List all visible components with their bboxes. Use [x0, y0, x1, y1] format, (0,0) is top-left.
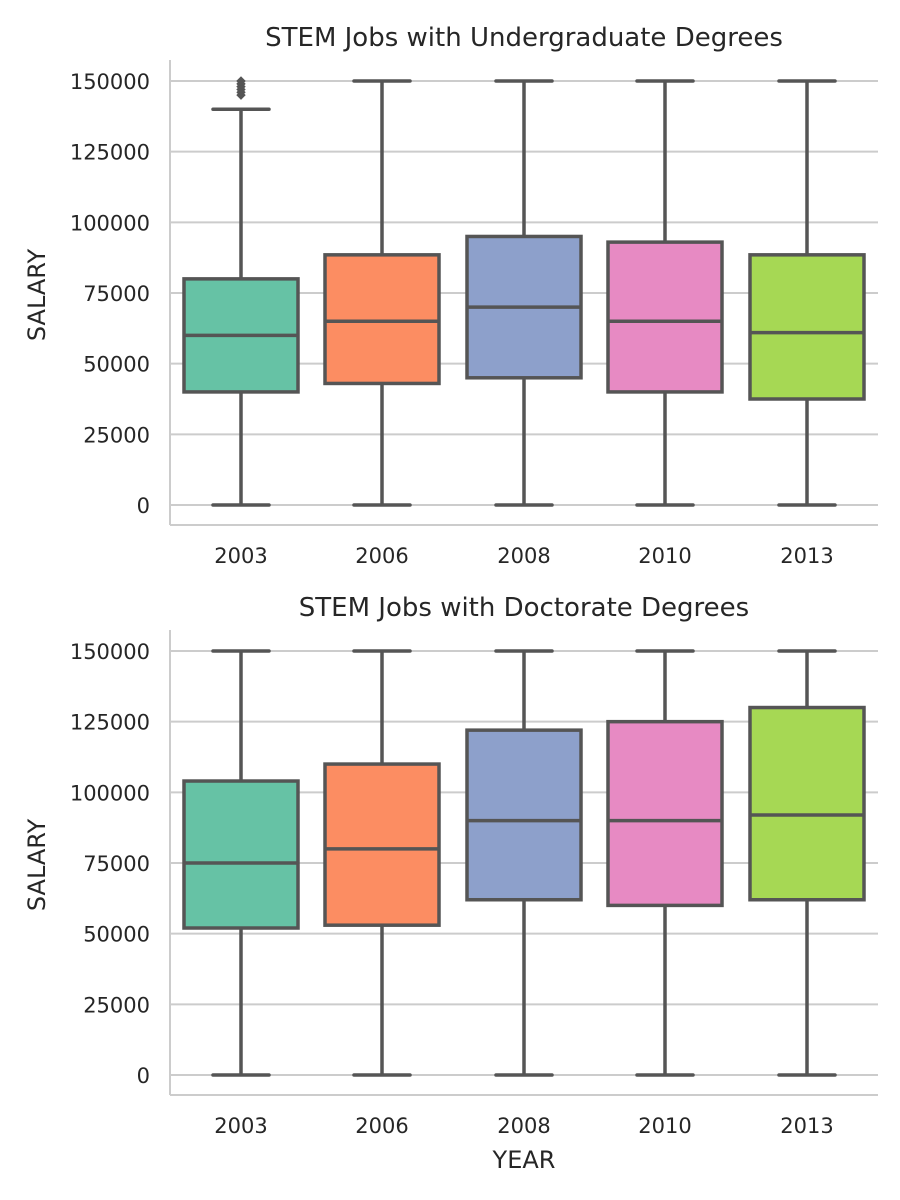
iqr-box	[465, 728, 583, 902]
y-tick-label: 100000	[70, 781, 150, 805]
y-tick-label: 150000	[70, 640, 150, 664]
iqr-box	[748, 705, 866, 902]
x-tick-label: 2013	[780, 544, 833, 568]
y-tick-label: 125000	[70, 141, 150, 165]
x-tick-label: 2003	[214, 544, 267, 568]
box-2003	[182, 76, 300, 507]
iqr-box	[606, 240, 724, 394]
y-tick-label: 25000	[83, 423, 150, 447]
x-axis-label: YEAR	[492, 1146, 556, 1174]
y-axis-label: SALARY	[23, 819, 51, 912]
x-tick-label: 2013	[780, 1114, 833, 1138]
y-tick-labels: 0 25000 50000 75000 100000 125000 150000	[70, 640, 150, 1088]
box-2013	[748, 649, 866, 1077]
x-tick-labels: 2003 2006 2008 2010 2013	[214, 544, 833, 568]
box-2013	[748, 79, 866, 507]
box-plots	[182, 649, 866, 1077]
x-tick-label: 2006	[355, 544, 408, 568]
iqr-box	[323, 253, 441, 386]
y-tick-label: 0	[137, 494, 150, 518]
y-tick-label: 0	[137, 1064, 150, 1088]
y-tick-label: 150000	[70, 70, 150, 94]
box-2010	[606, 649, 724, 1077]
box-2006	[323, 79, 441, 507]
y-tick-label: 75000	[83, 282, 150, 306]
y-tick-labels: 0 25000 50000 75000 100000 125000 150000	[70, 70, 150, 518]
x-tick-labels: 2003 2006 2008 2010 2013	[214, 1114, 833, 1138]
chart-title: STEM Jobs with Doctorate Degrees	[299, 593, 749, 623]
box-plots	[182, 76, 866, 507]
x-tick-label: 2008	[497, 544, 550, 568]
box-2006	[323, 649, 441, 1077]
iqr-box	[748, 253, 866, 401]
outlier-point	[236, 76, 246, 86]
x-tick-label: 2006	[355, 1114, 408, 1138]
x-tick-label: 2003	[214, 1114, 267, 1138]
y-tick-label: 25000	[83, 993, 150, 1017]
iqr-box	[182, 779, 300, 930]
y-tick-label: 100000	[70, 211, 150, 235]
y-tick-label: 50000	[83, 923, 150, 947]
y-tick-label: 50000	[83, 353, 150, 377]
chart-title: STEM Jobs with Undergraduate Degrees	[265, 23, 783, 53]
x-tick-label: 2010	[638, 544, 691, 568]
iqr-box	[323, 762, 441, 927]
box-2010	[606, 79, 724, 507]
x-tick-label: 2008	[497, 1114, 550, 1138]
y-tick-label: 75000	[83, 852, 150, 876]
y-tick-label: 125000	[70, 711, 150, 735]
x-tick-label: 2010	[638, 1114, 691, 1138]
box-2003	[182, 649, 300, 1077]
y-axis-label: SALARY	[23, 249, 51, 342]
iqr-box	[606, 719, 724, 908]
box-2008	[465, 649, 583, 1077]
box-2008	[465, 79, 583, 507]
